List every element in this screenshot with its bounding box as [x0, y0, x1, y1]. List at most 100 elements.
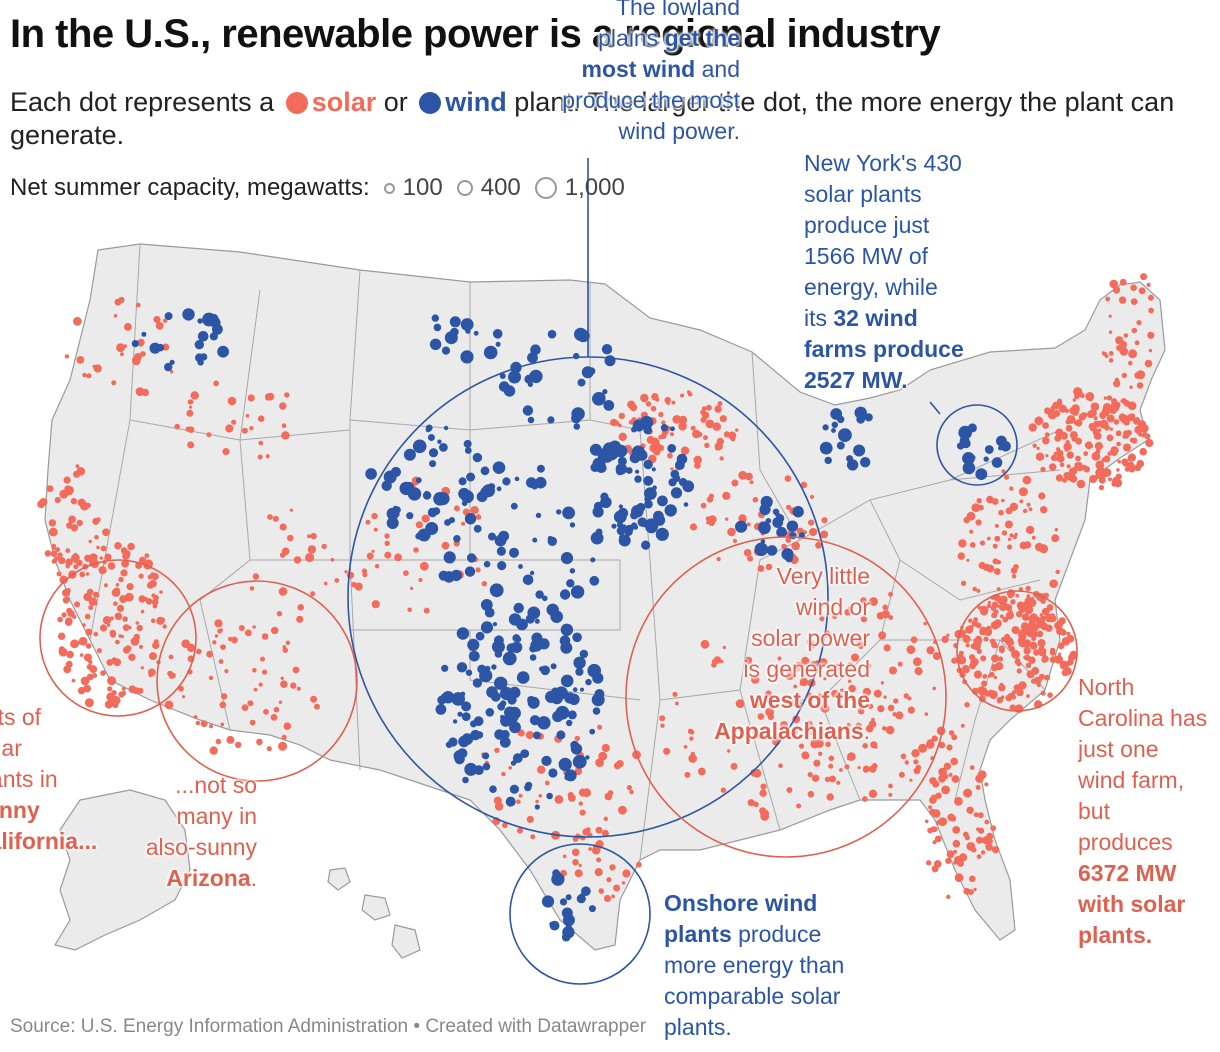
solar-plant-dot — [1053, 409, 1061, 417]
solar-plant-dot — [114, 542, 122, 550]
solar-plant-dot — [103, 583, 108, 588]
solar-plant-dot — [1036, 446, 1040, 450]
solar-plant-dot — [296, 615, 304, 623]
solar-plant-dot — [280, 676, 284, 680]
solar-plant-dot — [998, 684, 1006, 692]
solar-plant-dot — [1016, 611, 1023, 618]
solar-plant-dot — [617, 423, 622, 428]
solar-plant-dot — [938, 741, 946, 749]
solar-plant-dot — [684, 771, 691, 778]
solar-plant-dot — [270, 626, 279, 635]
wind-plant-dot — [657, 495, 668, 507]
wind-plant-dot — [581, 886, 591, 896]
solar-plant-dot — [611, 894, 615, 899]
solar-plant-dot — [153, 315, 161, 324]
solar-plant-dot — [1063, 442, 1072, 451]
wind-plant-dot — [572, 632, 582, 643]
solar-plant-dot — [727, 527, 736, 537]
solar-plant-dot — [76, 640, 81, 645]
solar-plant-dot — [249, 426, 254, 431]
solar-plant-dot — [1101, 415, 1105, 419]
solar-plant-dot — [289, 508, 293, 512]
wind-plant-dot — [547, 536, 557, 546]
solar-plant-dot — [120, 569, 128, 577]
wind-plant-dot — [406, 512, 414, 520]
solar-plant-dot — [877, 705, 885, 713]
solar-plant-dot — [1040, 615, 1044, 620]
solar-plant-dot — [689, 736, 694, 741]
solar-plant-dot — [1018, 587, 1024, 592]
wind-plant-dot — [792, 506, 804, 518]
solar-plant-dot — [993, 619, 1002, 628]
solar-plant-dot — [1018, 487, 1028, 497]
solar-plant-dot — [264, 394, 272, 401]
solar-plant-dot — [140, 351, 146, 357]
solar-plant-dot — [366, 552, 374, 560]
solar-plant-dot — [889, 666, 897, 675]
solar-plant-dot — [132, 687, 140, 695]
solar-plant-dot — [1060, 405, 1066, 411]
solar-plant-dot — [132, 357, 136, 362]
wind-plant-dot — [643, 475, 654, 486]
annotation-california-clip: Lots of solar plants in sunny California… — [0, 700, 120, 860]
solar-plant-dot — [991, 641, 998, 649]
solar-plant-dot — [116, 604, 125, 613]
solar-plant-dot — [1116, 441, 1121, 447]
solar-plant-dot — [501, 771, 506, 777]
solar-plant-dot — [594, 868, 603, 877]
wind-plant-dot — [433, 492, 447, 506]
wind-plant-dot — [640, 415, 654, 430]
solar-plant-dot — [1104, 424, 1110, 431]
solar-plant-dot — [976, 836, 984, 844]
solar-plant-dot — [1009, 486, 1014, 491]
solar-plant-dot — [1106, 434, 1114, 442]
solar-plant-dot — [330, 557, 335, 562]
solar-plant-dot — [314, 703, 320, 710]
solar-plant-dot — [168, 654, 174, 660]
solar-plant-dot — [1128, 349, 1138, 359]
subtitle-prefix: Each dot represents a — [10, 87, 275, 117]
solar-plant-dot — [1010, 599, 1016, 605]
solar-plant-dot — [272, 515, 279, 522]
solar-plant-dot — [1058, 656, 1063, 661]
solar-plant-dot — [122, 616, 128, 622]
solar-plant-dot — [973, 887, 977, 892]
wind-plant-dot — [534, 476, 547, 489]
wind-plant-dot — [495, 341, 501, 347]
solar-plant-dot — [700, 416, 707, 423]
solar-plant-dot — [138, 556, 147, 565]
solar-plant-dot — [220, 722, 225, 727]
solar-plant-dot — [1051, 534, 1060, 543]
solar-plant-dot — [862, 796, 868, 802]
solar-plant-dot — [365, 519, 371, 525]
solar-plant-dot — [807, 640, 816, 649]
solar-plant-dot — [847, 679, 852, 683]
solar-plant-dot — [1058, 617, 1066, 625]
solar-plant-dot — [70, 524, 79, 532]
solar-plant-dot — [206, 650, 214, 658]
solar-plant-dot — [932, 840, 937, 845]
solar-plant-dot — [284, 392, 290, 398]
solar-plant-dot — [966, 842, 976, 851]
solar-plant-dot — [700, 409, 706, 416]
solar-plant-dot — [1116, 468, 1120, 472]
solar-plant-dot — [1121, 418, 1127, 424]
wind-plant-dot — [589, 728, 596, 735]
solar-plant-dot — [1098, 484, 1105, 491]
solar-plant-dot — [603, 816, 608, 821]
solar-plant-dot — [118, 576, 124, 583]
solar-plant-dot — [821, 517, 828, 524]
solar-plant-dot — [678, 422, 687, 431]
solar-plant-dot — [923, 621, 927, 626]
solar-plant-dot — [847, 756, 851, 761]
solar-plant-dot — [735, 428, 739, 432]
wind-plant-dot — [589, 443, 602, 456]
solar-plant-dot — [249, 719, 256, 726]
solar-plant-dot — [820, 703, 829, 711]
solar-plant-dot — [149, 652, 157, 661]
solar-plant-dot — [1089, 409, 1097, 417]
solar-plant-dot — [409, 586, 414, 591]
wind-plant-dot — [547, 416, 555, 424]
solar-plant-dot — [671, 400, 676, 405]
